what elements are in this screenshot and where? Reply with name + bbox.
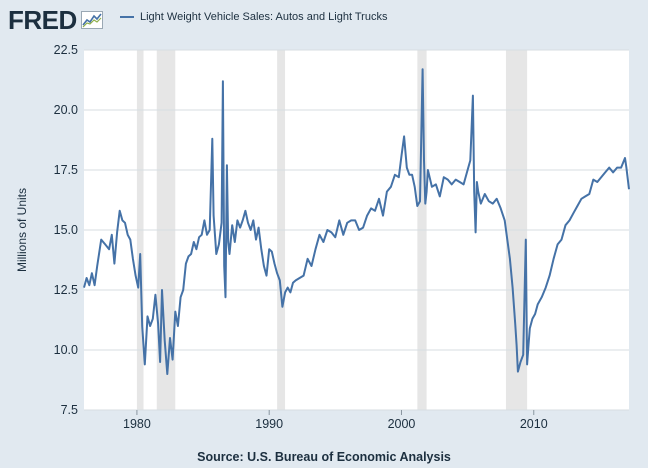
legend-label: Light Weight Vehicle Sales: Autos and Li…: [140, 11, 388, 23]
fred-logo-text: FRED: [8, 4, 77, 35]
chart-header: FRED Light Weight Vehicle Sales: Autos a…: [0, 0, 648, 40]
series-group: [83, 68, 630, 375]
y-tick-label: 17.5: [54, 163, 78, 177]
y-tick-label: 12.5: [54, 283, 78, 297]
chart-legend: Light Weight Vehicle Sales: Autos and Li…: [120, 11, 387, 23]
y-axis-ticks: 7.5 10.0 12.5 15.0 17.5 20.0 22.5: [54, 43, 78, 417]
series-line: [83, 68, 630, 375]
y-tick-label: 22.5: [54, 43, 78, 57]
x-axis-ticks: 1980 1990 2000 2010: [123, 410, 548, 431]
fred-logo[interactable]: FRED: [8, 5, 103, 35]
x-tick-label: 1990: [255, 417, 283, 431]
y-tick-label: 7.5: [61, 403, 78, 417]
source-note: Source: U.S. Bureau of Economic Analysis: [197, 450, 451, 464]
x-tick-label: 2010: [520, 417, 548, 431]
y-tick-label: 20.0: [54, 103, 78, 117]
y-tick-label: 10.0: [54, 343, 78, 357]
grid-lines: [84, 49, 629, 411]
x-tick-label: 2000: [388, 417, 416, 431]
y-tick-label: 15.0: [54, 223, 78, 237]
x-tick-label: 1980: [123, 417, 151, 431]
legend-swatch: [120, 16, 134, 18]
y-axis-title: Millions of Units: [15, 188, 29, 272]
fred-chart-icon: [80, 11, 103, 29]
